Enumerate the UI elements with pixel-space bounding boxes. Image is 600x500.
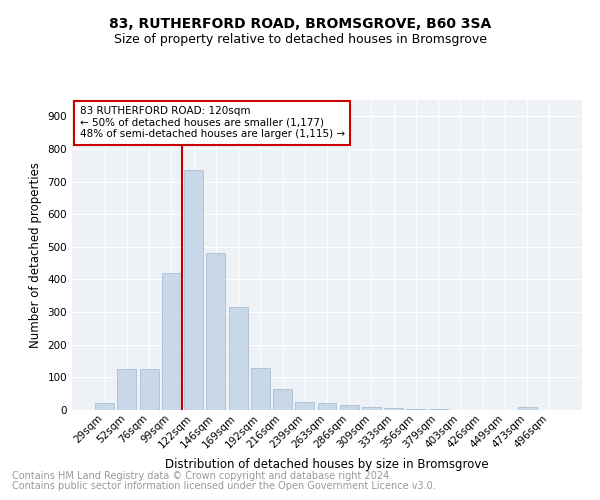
Bar	[273, 389, 292, 410]
Bar	[118, 369, 136, 410]
Text: Contains HM Land Registry data © Crown copyright and database right 2024.: Contains HM Land Registry data © Crown c…	[12, 471, 392, 481]
Bar	[295, 402, 314, 410]
Bar	[206, 254, 225, 410]
Bar	[518, 408, 536, 410]
Text: Size of property relative to detached houses in Bromsgrove: Size of property relative to detached ho…	[113, 32, 487, 46]
Text: 83 RUTHERFORD ROAD: 120sqm
← 50% of detached houses are smaller (1,177)
48% of s: 83 RUTHERFORD ROAD: 120sqm ← 50% of deta…	[80, 106, 345, 140]
Text: 83, RUTHERFORD ROAD, BROMSGROVE, B60 3SA: 83, RUTHERFORD ROAD, BROMSGROVE, B60 3SA	[109, 18, 491, 32]
Bar	[229, 307, 248, 410]
Bar	[340, 405, 359, 410]
Bar	[251, 368, 270, 410]
X-axis label: Distribution of detached houses by size in Bromsgrove: Distribution of detached houses by size …	[165, 458, 489, 471]
Bar	[184, 170, 203, 410]
Bar	[140, 369, 158, 410]
Text: Contains public sector information licensed under the Open Government Licence v3: Contains public sector information licen…	[12, 481, 436, 491]
Bar	[384, 408, 403, 410]
Bar	[95, 403, 114, 410]
Bar	[317, 403, 337, 410]
Bar	[162, 273, 181, 410]
Y-axis label: Number of detached properties: Number of detached properties	[29, 162, 42, 348]
Bar	[362, 406, 381, 410]
Bar	[406, 409, 425, 410]
